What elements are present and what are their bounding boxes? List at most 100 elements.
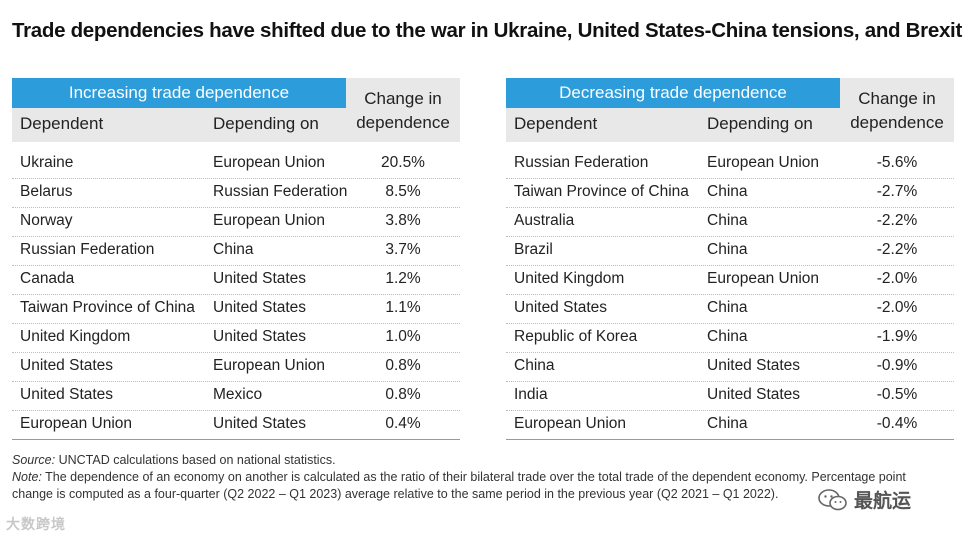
dependent-cell: China	[514, 357, 555, 374]
footnotes: Source: UNCTAD calculations based on nat…	[12, 452, 906, 503]
change-cell: 0.8%	[385, 386, 421, 403]
table-row: India United States -0.5%	[506, 382, 954, 411]
decreasing-header-banner: Decreasing trade dependence	[506, 78, 840, 108]
dependent-cell: Taiwan Province of China	[20, 299, 195, 316]
depending-on-cell: China	[707, 212, 748, 229]
change-cell: -2.7%	[876, 183, 918, 200]
table-row: Taiwan Province of China United States 1.1…	[12, 295, 460, 324]
change-cell: 1.1%	[385, 299, 421, 316]
change-cell: 0.4%	[385, 415, 421, 432]
source-text: UNCTAD calculations based on national st…	[55, 453, 336, 467]
change-cell: -2.2%	[876, 241, 918, 258]
dependent-cell: India	[514, 386, 548, 403]
depending-on-cell: China	[707, 299, 748, 316]
dependent-cell: Belarus	[20, 183, 73, 200]
table-row: Australia China -2.2%	[506, 208, 954, 237]
depending-on-cell: European Union	[707, 154, 820, 171]
change-cell: 1.0%	[385, 328, 421, 345]
table-row: European Union United States 0.4%	[12, 411, 460, 440]
table-header: Increasing trade dependence Dependent De…	[12, 78, 460, 142]
depending-on-cell: Mexico	[213, 386, 263, 403]
dependent-cell: Ukraine	[20, 154, 74, 171]
table-row: Belarus Russian Federation 8.5%	[12, 179, 460, 208]
change-cell: -0.4%	[876, 415, 918, 432]
table-row: Ukraine European Union 20.5%	[12, 150, 460, 179]
depending-on-cell: Russian Federation	[213, 183, 348, 200]
change-cell: -0.9%	[876, 357, 918, 374]
table-row: Brazil China -2.2%	[506, 237, 954, 266]
decreasing-dependence-table: Decreasing trade dependence Dependent De…	[506, 78, 954, 440]
table-row: United Kingdom United States 1.0%	[12, 324, 460, 353]
depending-on-cell: China	[213, 241, 254, 258]
dependent-cell: European Union	[514, 415, 627, 432]
change-cell: 20.5%	[381, 154, 425, 171]
depending-on-cell: European Union	[707, 270, 820, 287]
change-cell: 8.5%	[385, 183, 421, 200]
depending-on-cell: United States	[213, 299, 307, 316]
depending-on-cell: United States	[707, 386, 801, 403]
depending-on-cell: China	[707, 415, 748, 432]
depending-on-cell: European Union	[213, 212, 326, 229]
dependent-cell: United States	[20, 386, 114, 403]
dependent-cell: Russian Federation	[514, 154, 649, 171]
change-cell: -5.6%	[876, 154, 918, 171]
change-cell: 3.7%	[385, 241, 421, 258]
dependent-cell: United Kingdom	[514, 270, 625, 287]
depending-on-cell: European Union	[213, 154, 326, 171]
dependent-column-header: Dependent	[514, 114, 598, 133]
change-cell: 1.2%	[385, 270, 421, 287]
table-row: United States China -2.0%	[506, 295, 954, 324]
page-title: Trade dependencies have shifted due to t…	[12, 19, 962, 42]
table-header: Decreasing trade dependence Dependent De…	[506, 78, 954, 142]
change-cell: -2.0%	[876, 270, 918, 287]
depending-on-cell: United States	[213, 415, 307, 432]
table-row: Norway European Union 3.8%	[12, 208, 460, 237]
table-row: Taiwan Province of China China -2.7%	[506, 179, 954, 208]
wechat-icon	[818, 488, 847, 510]
dependent-cell: Republic of Korea	[514, 328, 638, 345]
depending-on-column-header: Depending on	[213, 114, 319, 133]
dependent-cell: United Kingdom	[20, 328, 131, 345]
dependent-cell: Norway	[20, 212, 73, 229]
increasing-rows: Ukraine European Union 20.5% Belarus Russian…	[12, 150, 460, 440]
depending-on-column-header: Depending on	[707, 114, 813, 133]
table-row: Republic of Korea China -1.9%	[506, 324, 954, 353]
watermark-right-text: 最航运	[854, 491, 912, 512]
change-cell: 3.8%	[385, 212, 421, 229]
source-label: Source:	[12, 453, 56, 467]
dependent-cell: United States	[20, 357, 114, 374]
change-cell: -1.9%	[876, 328, 918, 345]
depending-on-cell: China	[707, 241, 748, 258]
depending-on-cell: United States	[213, 328, 307, 345]
dependent-cell: Brazil	[514, 241, 553, 258]
increasing-header-banner: Increasing trade dependence	[12, 78, 346, 108]
depending-on-cell: China	[707, 328, 748, 345]
note-label: Note:	[12, 470, 42, 484]
depending-on-cell: United States	[707, 357, 801, 374]
decreasing-rows: Russian Federation European Union -5.6% Tai…	[506, 150, 954, 440]
table-row: Russian Federation China 3.7%	[12, 237, 460, 266]
dependent-cell: Russian Federation	[20, 241, 155, 258]
depending-on-cell: European Union	[213, 357, 326, 374]
dependent-cell: European Union	[20, 415, 133, 432]
dependent-column-header: Dependent	[20, 114, 104, 133]
dependent-cell: Taiwan Province of China	[514, 183, 689, 200]
change-cell: -2.0%	[876, 299, 918, 316]
table-row: China United States -0.9%	[506, 353, 954, 382]
note-text: The dependence of an economy on another …	[41, 470, 906, 484]
table-row: United Kingdom European Union -2.0%	[506, 266, 954, 295]
table-row: United States Mexico 0.8%	[12, 382, 460, 411]
dependent-cell: Australia	[514, 212, 575, 229]
table-row: Canada United States 1.2%	[12, 266, 460, 295]
dependent-cell: United States	[514, 299, 608, 316]
change-cell: -0.5%	[876, 386, 918, 403]
watermark-left: 大数跨境	[6, 516, 66, 532]
dependent-cell: Canada	[20, 270, 75, 287]
change-column-header: Change in dependence	[356, 89, 450, 132]
table-row: Russian Federation European Union -5.6%	[506, 150, 954, 179]
table-row: United States European Union 0.8%	[12, 353, 460, 382]
change-cell: -2.2%	[876, 212, 918, 229]
table-row: European Union China -0.4%	[506, 411, 954, 440]
depending-on-cell: China	[707, 183, 748, 200]
depending-on-cell: United States	[213, 270, 307, 287]
